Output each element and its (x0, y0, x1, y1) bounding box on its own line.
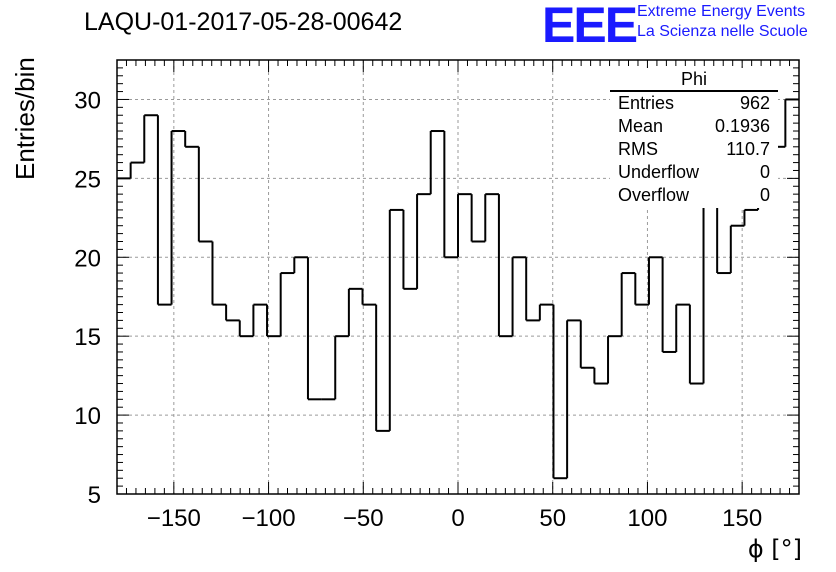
stats-value: 962 (739, 93, 770, 113)
y-axis-label: Entries/bin (10, 57, 40, 180)
x-tick-label: 150 (722, 505, 762, 532)
x-tick-label: 0 (451, 505, 464, 532)
y-tick-label: 10 (74, 403, 101, 430)
x-tick-label: −150 (147, 505, 201, 532)
chart-title: LAQU-01-2017-05-28-00642 (84, 8, 403, 36)
stats-row-entries: Entries 962 (610, 92, 778, 115)
stats-label: Overflow (618, 185, 690, 205)
stats-label: Entries (618, 93, 675, 113)
x-tick-label: 50 (539, 505, 566, 532)
stats-value: 0 (759, 162, 770, 182)
x-tick-label: −50 (343, 505, 384, 532)
stats-value: 0 (759, 185, 770, 205)
x-tick-label: 100 (627, 505, 667, 532)
y-tick-label: 15 (74, 324, 101, 351)
stats-value: 110.7 (726, 139, 770, 159)
y-tick-label: 5 (88, 482, 101, 509)
stats-label: RMS (618, 139, 658, 159)
stats-row-overflow: Overflow 0 (610, 184, 778, 207)
tick-labels: −150 −100 −50 0 50 100 150 5 10 15 20 25 30 (74, 87, 762, 532)
stats-box-title: Phi (610, 68, 778, 92)
stats-row-mean: Mean 0.1936 (610, 115, 778, 138)
stats-row-underflow: Underflow 0 (610, 161, 778, 184)
axis-ticks (117, 59, 799, 494)
stats-box: Phi Entries 962 Mean 0.1936 RMS 110.7 Un… (610, 68, 778, 208)
histogram-bins (117, 82, 799, 480)
logo-tagline-2: La Scienza nelle Scuole (637, 23, 808, 40)
stats-label: Mean (618, 116, 664, 136)
x-axis-label: ϕ [°] (748, 535, 802, 563)
x-tick-label: −100 (242, 505, 296, 532)
stats-row-rms: RMS 110.7 (610, 138, 778, 161)
logo-tagline-1: Extreme Energy Events (637, 3, 806, 20)
eee-logo: EEE (542, 0, 638, 53)
y-tick-label: 20 (74, 245, 101, 272)
stats-value: 0.1936 (714, 116, 770, 136)
stats-label: Underflow (618, 162, 700, 182)
y-tick-label: 30 (74, 87, 101, 114)
y-tick-label: 25 (74, 166, 101, 193)
